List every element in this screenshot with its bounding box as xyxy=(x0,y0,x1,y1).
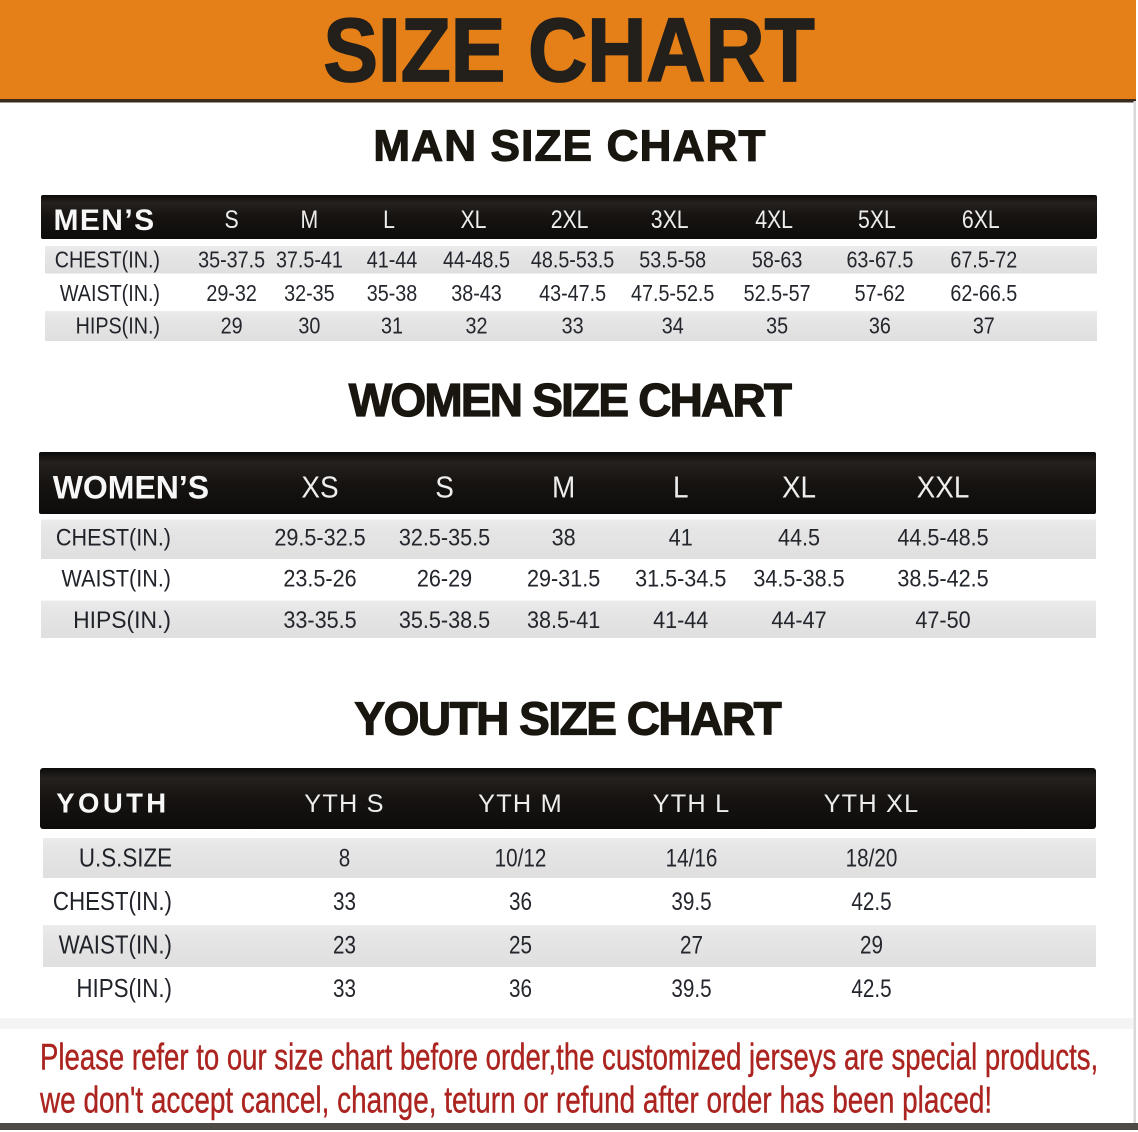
svg-text:YOUTH SIZE CHART: YOUTH SIZE CHART xyxy=(354,693,781,745)
svg-text:M: M xyxy=(552,470,575,505)
svg-text:44.5: 44.5 xyxy=(778,523,820,550)
svg-text:S: S xyxy=(435,470,454,505)
svg-text:44.5-48.5: 44.5-48.5 xyxy=(897,523,988,550)
svg-text:38: 38 xyxy=(552,523,576,550)
svg-text:YTH S: YTH S xyxy=(304,790,385,818)
svg-text:29: 29 xyxy=(860,931,883,959)
svg-text:35-38: 35-38 xyxy=(367,279,417,306)
svg-text:23.5-26: 23.5-26 xyxy=(283,565,356,592)
svg-text:41: 41 xyxy=(669,523,693,550)
svg-text:MAN SIZE CHART: MAN SIZE CHART xyxy=(373,122,766,171)
svg-text:44-48.5: 44-48.5 xyxy=(443,246,510,273)
svg-text:14/16: 14/16 xyxy=(666,844,718,872)
svg-text:5XL: 5XL xyxy=(858,205,896,233)
svg-text:57-62: 57-62 xyxy=(855,279,905,306)
svg-text:35.5-38.5: 35.5-38.5 xyxy=(399,606,490,633)
svg-text:36: 36 xyxy=(869,312,891,339)
svg-text:32: 32 xyxy=(466,312,488,339)
svg-text:XL: XL xyxy=(461,205,487,233)
svg-text:47-50: 47-50 xyxy=(915,606,970,633)
svg-text:27: 27 xyxy=(680,931,703,959)
svg-text:53.5-58: 53.5-58 xyxy=(639,246,706,273)
svg-text:YTH XL: YTH XL xyxy=(824,790,920,818)
svg-text:29-32: 29-32 xyxy=(206,279,256,306)
svg-text:M: M xyxy=(301,205,319,233)
svg-text:WOMEN’S: WOMEN’S xyxy=(53,470,209,506)
svg-text:CHEST(IN.): CHEST(IN.) xyxy=(53,887,172,916)
svg-text:43-47.5: 43-47.5 xyxy=(539,279,606,306)
svg-text:23: 23 xyxy=(333,931,356,959)
svg-text:HIPS(IN.): HIPS(IN.) xyxy=(76,312,160,339)
svg-text:33-35.5: 33-35.5 xyxy=(283,606,356,633)
svg-text:31: 31 xyxy=(381,312,403,339)
svg-text:29.5-32.5: 29.5-32.5 xyxy=(274,523,365,550)
svg-text:we don't accept cancel, change: we don't accept cancel, change, teturn o… xyxy=(39,1079,992,1121)
svg-text:34.5-38.5: 34.5-38.5 xyxy=(753,565,844,592)
svg-text:32-35: 32-35 xyxy=(284,279,334,306)
svg-text:U.S.SIZE: U.S.SIZE xyxy=(79,844,172,873)
svg-text:XS: XS xyxy=(301,470,338,505)
svg-text:41-44: 41-44 xyxy=(653,606,709,633)
svg-text:48.5-53.5: 48.5-53.5 xyxy=(531,246,614,273)
svg-text:33: 33 xyxy=(333,887,356,915)
svg-text:L: L xyxy=(673,470,689,505)
svg-text:34: 34 xyxy=(662,312,684,339)
svg-text:58-63: 58-63 xyxy=(752,246,802,273)
svg-text:42.5: 42.5 xyxy=(851,887,891,915)
svg-text:XXL: XXL xyxy=(917,470,970,505)
svg-text:63-67.5: 63-67.5 xyxy=(846,246,913,273)
svg-text:29-31.5: 29-31.5 xyxy=(527,565,600,592)
svg-text:CHEST(IN.): CHEST(IN.) xyxy=(55,246,160,273)
svg-text:10/12: 10/12 xyxy=(495,844,547,872)
svg-text:29: 29 xyxy=(221,312,243,339)
svg-text:HIPS(IN.): HIPS(IN.) xyxy=(76,974,172,1003)
svg-text:6XL: 6XL xyxy=(962,205,1000,233)
svg-text:WAIST(IN.): WAIST(IN.) xyxy=(60,279,160,306)
svg-text:44-47: 44-47 xyxy=(771,606,826,633)
svg-text:39.5: 39.5 xyxy=(671,974,711,1002)
svg-text:41-44: 41-44 xyxy=(367,246,417,273)
svg-text:SIZE CHART: SIZE CHART xyxy=(323,0,814,100)
svg-text:30: 30 xyxy=(298,312,320,339)
svg-text:42.5: 42.5 xyxy=(851,974,891,1002)
svg-text:36: 36 xyxy=(509,974,532,1002)
svg-text:33: 33 xyxy=(562,312,584,339)
svg-text:Please refer to our size chart: Please refer to our size chart before or… xyxy=(40,1035,1098,1077)
svg-text:26-29: 26-29 xyxy=(417,565,472,592)
svg-text:39.5: 39.5 xyxy=(671,887,711,915)
svg-text:47.5-52.5: 47.5-52.5 xyxy=(631,279,714,306)
svg-text:YTH L: YTH L xyxy=(653,790,731,818)
svg-text:S: S xyxy=(225,205,239,233)
svg-text:52.5-57: 52.5-57 xyxy=(744,279,811,306)
svg-text:37: 37 xyxy=(973,312,995,339)
svg-text:18/20: 18/20 xyxy=(846,844,898,872)
svg-text:37.5-41: 37.5-41 xyxy=(276,246,343,273)
svg-text:32.5-35.5: 32.5-35.5 xyxy=(399,523,490,550)
svg-text:36: 36 xyxy=(509,887,532,915)
svg-text:35: 35 xyxy=(766,312,788,339)
svg-text:XL: XL xyxy=(782,470,816,505)
svg-text:WAIST(IN.): WAIST(IN.) xyxy=(59,931,172,960)
svg-text:WOMEN SIZE CHART: WOMEN SIZE CHART xyxy=(349,374,792,426)
svg-text:38.5-42.5: 38.5-42.5 xyxy=(897,565,988,592)
svg-text:25: 25 xyxy=(509,931,532,959)
svg-text:38-43: 38-43 xyxy=(451,279,501,306)
svg-text:L: L xyxy=(383,205,395,233)
svg-text:67.5-72: 67.5-72 xyxy=(950,246,1017,273)
svg-text:62-66.5: 62-66.5 xyxy=(950,279,1017,306)
svg-text:HIPS(IN.): HIPS(IN.) xyxy=(73,607,171,633)
svg-text:2XL: 2XL xyxy=(551,205,589,233)
svg-text:CHEST(IN.): CHEST(IN.) xyxy=(56,524,171,550)
svg-text:MEN’S: MEN’S xyxy=(54,204,156,237)
svg-text:38.5-41: 38.5-41 xyxy=(527,606,600,633)
svg-text:WAIST(IN.): WAIST(IN.) xyxy=(61,566,171,592)
svg-text:YOUTH: YOUTH xyxy=(56,788,169,819)
svg-text:YTH M: YTH M xyxy=(478,790,563,818)
svg-text:35-37.5: 35-37.5 xyxy=(198,246,265,273)
svg-text:3XL: 3XL xyxy=(651,205,689,233)
svg-text:31.5-34.5: 31.5-34.5 xyxy=(635,565,726,592)
svg-text:4XL: 4XL xyxy=(755,205,793,233)
svg-text:33: 33 xyxy=(333,974,356,1002)
svg-text:8: 8 xyxy=(339,844,350,872)
